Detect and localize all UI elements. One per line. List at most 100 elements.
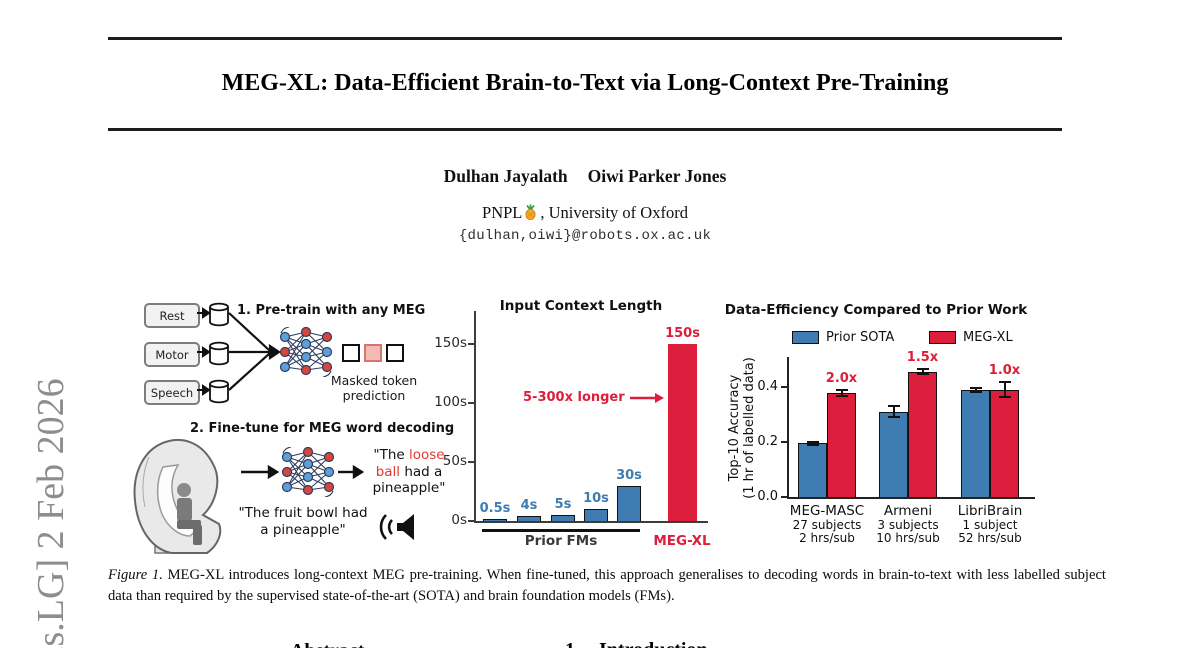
bar-sota-Armeni-errorcap [887, 405, 900, 408]
legend-label-prior-sota: Prior SOTA [826, 330, 895, 345]
bar-sota-MEG-MASC-errorbar [811, 442, 814, 445]
speaker-icon [379, 514, 414, 540]
bar-ours-Armeni [908, 371, 937, 497]
context-chart-title: Input Context Length [499, 298, 663, 314]
decoded-highlight: loose ball [375, 447, 445, 480]
neural-network-icon [281, 447, 335, 497]
arxiv-watermark: [cs.LG] 2 Feb 2026 [30, 378, 72, 648]
figure-caption-label: Figure 1. [108, 567, 163, 583]
context-bar-0.5s [483, 519, 507, 521]
ratio-label-LibriBrain: 1.0x [988, 363, 1021, 379]
ratio-label-Armeni: 1.5x [906, 350, 939, 366]
bar-ours-LibriBrain-errorcap [998, 396, 1011, 399]
xtick-hours-Armeni: 10 hrs/sub [876, 531, 940, 545]
context-ytick [468, 343, 474, 345]
bar-sota-MEG-MASC [798, 443, 827, 497]
xtick-hours-LibriBrain: 52 hrs/sub [958, 531, 1022, 545]
bar-sota-LibriBrain-errorcap [969, 386, 982, 389]
xtick-name-Armeni: Armeni [883, 503, 933, 519]
efficiency-ytick-label: 0.4 [757, 379, 778, 394]
bar-ours-LibriBrain-errorbar [1003, 382, 1006, 398]
database-icon [209, 302, 229, 404]
context-bar-10s [584, 509, 608, 521]
bar-sota-LibriBrain-errorcap [969, 390, 982, 393]
legend-label-meg-xl: MEG-XL [963, 330, 1013, 345]
xtick-subjects-MEG-MASC: 27 subjects [792, 518, 862, 532]
introduction-heading: 1. Introduction [565, 639, 708, 648]
bar-ours-MEG-MASC-errorcap [835, 395, 848, 398]
pretrain-step-label: 1. Pre-train with any MEG [237, 303, 426, 318]
context-length-chart: Input Context Length 5-300x longer Prior… [434, 293, 727, 563]
efficiency-y-axis [787, 357, 789, 499]
bar-sota-Armeni-errorcap [887, 416, 900, 419]
xtick-subjects-LibriBrain: 1 subject [962, 518, 1018, 532]
author-2: Oiwi Parker Jones [587, 166, 727, 186]
masked-token-caption: Masked token prediction [330, 373, 418, 403]
bar-ours-MEG-MASC-errorcap [835, 388, 848, 391]
efficiency-ytick [781, 386, 787, 388]
context-ytick [468, 461, 474, 463]
efficiency-ytick [781, 441, 787, 443]
meg-scanner-icon [133, 439, 222, 554]
efficiency-ytick-label: 0.0 [757, 489, 778, 504]
source-box-rest: Rest [144, 303, 200, 328]
bar-ours-LibriBrain [990, 389, 1019, 497]
bar-ours-Armeni-errorcap [916, 373, 929, 376]
context-bar-value-150s: 150s [665, 326, 700, 341]
bar-sota-LibriBrain-errorbar [974, 387, 977, 392]
decoded-plain: had a pineapple" [372, 463, 446, 497]
context-annotation: 5-300x longer [523, 390, 664, 405]
context-y-axis [474, 311, 476, 521]
annotation-arrow-icon [629, 392, 664, 403]
data-efficiency-chart: Data-Efficiency Compared to Prior Work P… [720, 295, 1060, 565]
affiliation: PNPL , University of Oxford [108, 203, 1062, 225]
legend-swatch-prior-sota [792, 331, 819, 344]
context-ytick-label: 0s [451, 512, 467, 528]
author-1: Dulhan Jayalath [443, 166, 568, 186]
context-bar-value-5s: 5s [554, 497, 572, 513]
context-ytick [468, 520, 474, 522]
token-square-left [342, 344, 360, 362]
meg-xl-label: MEG-XL [653, 533, 711, 549]
ratio-label-MEG-MASC: 2.0x [825, 370, 858, 386]
masked-token-square [364, 344, 382, 362]
author-row: Dulhan Jayalath Oiwi Parker Jones [108, 166, 1062, 187]
context-bar-value-30s: 30s [616, 467, 642, 483]
prior-fms-label: Prior FMs [524, 533, 598, 549]
context-ytick-label: 50s [442, 453, 467, 469]
xtick-name-LibriBrain: LibriBrain [957, 503, 1023, 519]
neural-network-icon [279, 327, 333, 377]
stimulus-sentence: "The fruit bowl had a pineapple" [238, 505, 368, 538]
bar-sota-Armeni [879, 411, 908, 497]
context-bar-30s [617, 485, 641, 521]
affiliation-lab: PNPL [482, 203, 523, 222]
legend-swatch-meg-xl [929, 331, 956, 344]
context-bar-value-10s: 10s [583, 491, 609, 507]
finetune-step-label: 2. Fine-tune for MEG word decoding [190, 421, 455, 436]
xtick-name-MEG-MASC: MEG-MASC [789, 503, 865, 519]
xtick-subjects-Armeni: 3 subjects [877, 518, 939, 532]
xtick-hours-MEG-MASC: 2 hrs/sub [799, 531, 855, 545]
context-bar-5s [551, 515, 575, 521]
context-x-axis [474, 521, 708, 523]
efficiency-ytick-label: 0.2 [757, 434, 778, 449]
bar-ours-MEG-MASC [827, 393, 856, 497]
efficiency-chart-title: Data-Efficiency Compared to Prior Work [724, 302, 1028, 318]
decoded-plain: "The [373, 447, 409, 463]
figure-caption-text: MEG-XL introduces long-context MEG pre-t… [108, 567, 1106, 604]
context-ytick-label: 150s [434, 335, 467, 351]
efficiency-x-axis [787, 497, 1035, 499]
source-box-motor: Motor [144, 342, 200, 367]
title-rule-bottom [108, 128, 1062, 131]
bar-sota-MEG-MASC-errorcap [806, 443, 819, 446]
context-bar-150s [668, 344, 697, 521]
diagram-connectors [197, 302, 365, 480]
pineapple-icon [524, 204, 537, 225]
bar-ours-Armeni-errorcap [916, 368, 929, 371]
context-ytick [468, 402, 474, 404]
token-square-right [386, 344, 404, 362]
context-bar-value-4s: 4s [520, 498, 538, 514]
bar-ours-Armeni-errorbar [921, 369, 924, 375]
context-bar-4s [517, 516, 541, 521]
